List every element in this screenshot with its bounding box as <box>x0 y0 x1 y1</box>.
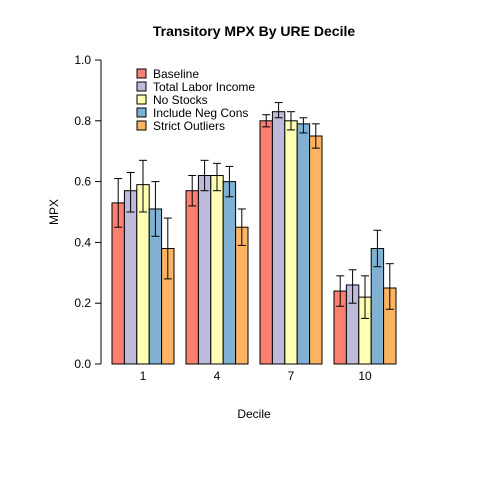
error-bar-baseline-decile-1 <box>114 178 123 228</box>
error-bar-include-neg-cons-decile-10 <box>373 229 382 268</box>
error-bar-strict-outliers-decile-1 <box>163 217 172 280</box>
legend-item: Baseline <box>136 67 199 81</box>
legend-item: No Stocks <box>136 93 208 107</box>
x-tick-label: 10 <box>358 369 372 383</box>
bar-total-labor-income-decile-7 <box>271 111 286 365</box>
legend-swatch <box>136 68 147 79</box>
y-tick-label: 0.0 <box>74 357 91 371</box>
legend-label: Baseline <box>153 67 199 81</box>
error-bar-no-stocks-decile-7 <box>287 111 295 131</box>
error-bar-baseline-decile-10 <box>336 275 345 307</box>
legend-item: Include Neg Cons <box>136 106 248 120</box>
error-bar-include-neg-cons-decile-7 <box>299 117 308 134</box>
bar-no-stocks-decile-4 <box>210 175 224 365</box>
bar-baseline-decile-4 <box>185 190 199 365</box>
y-axis-label: MPX <box>47 199 61 225</box>
error-bar-total-labor-income-decile-1 <box>126 171 135 213</box>
bar-baseline-decile-7 <box>259 120 273 365</box>
error-bar-strict-outliers-decile-4 <box>237 208 246 246</box>
y-tick-label: 0.6 <box>74 175 91 189</box>
bar-no-stocks-decile-7 <box>284 120 298 365</box>
y-tick-label: 0.8 <box>74 114 91 128</box>
error-bar-include-neg-cons-decile-1 <box>151 181 160 237</box>
legend-swatch <box>136 81 147 92</box>
legend-swatch <box>136 107 147 118</box>
legend-label: Total Labor Income <box>153 80 255 94</box>
error-bar-strict-outliers-decile-10 <box>385 263 394 310</box>
error-bar-no-stocks-decile-4 <box>213 162 221 192</box>
error-bars <box>114 102 394 319</box>
x-axis-label: Decile <box>237 407 271 421</box>
y-tick-label: 1.0 <box>74 53 91 67</box>
error-bar-baseline-decile-7 <box>262 114 271 128</box>
x-tick-label: 1 <box>140 369 147 383</box>
bar-include-neg-cons-decile-4 <box>222 181 237 365</box>
error-bar-total-labor-income-decile-10 <box>348 269 357 304</box>
bars <box>111 111 397 365</box>
y-tick-label: 0.2 <box>74 296 91 310</box>
bar-strict-outliers-decile-4 <box>235 226 249 365</box>
error-bar-baseline-decile-4 <box>188 175 197 207</box>
x-tick-label: 4 <box>214 369 221 383</box>
legend-item: Total Labor Income <box>136 80 255 94</box>
error-bar-total-labor-income-decile-7 <box>274 102 283 119</box>
bar-include-neg-cons-decile-7 <box>296 123 311 365</box>
x-axis: 1 4 7 10 <box>140 369 372 383</box>
legend-label: Include Neg Cons <box>153 106 248 120</box>
bar-strict-outliers-decile-7 <box>309 135 323 365</box>
y-tick-label: 0.4 <box>74 235 91 249</box>
chart-title: Transitory MPX By URE Decile <box>153 23 356 39</box>
error-bar-total-labor-income-decile-4 <box>200 159 209 192</box>
y-axis: 0.0 0.2 0.4 0.6 0.8 1.0 <box>74 53 102 371</box>
legend-swatch <box>136 94 147 105</box>
bar-total-labor-income-decile-1 <box>123 190 138 365</box>
legend-label: Strict Outliers <box>153 119 225 133</box>
error-bar-no-stocks-decile-1 <box>139 159 147 213</box>
legend-label: No Stocks <box>153 93 208 107</box>
x-tick-label: 7 <box>288 369 295 383</box>
error-bar-include-neg-cons-decile-4 <box>225 165 234 198</box>
bar-total-labor-income-decile-4 <box>197 175 212 365</box>
legend-item: Strict Outliers <box>136 119 225 133</box>
error-bar-no-stocks-decile-10 <box>361 275 369 319</box>
error-bar-strict-outliers-decile-7 <box>311 123 320 149</box>
legend-swatch <box>136 120 147 131</box>
